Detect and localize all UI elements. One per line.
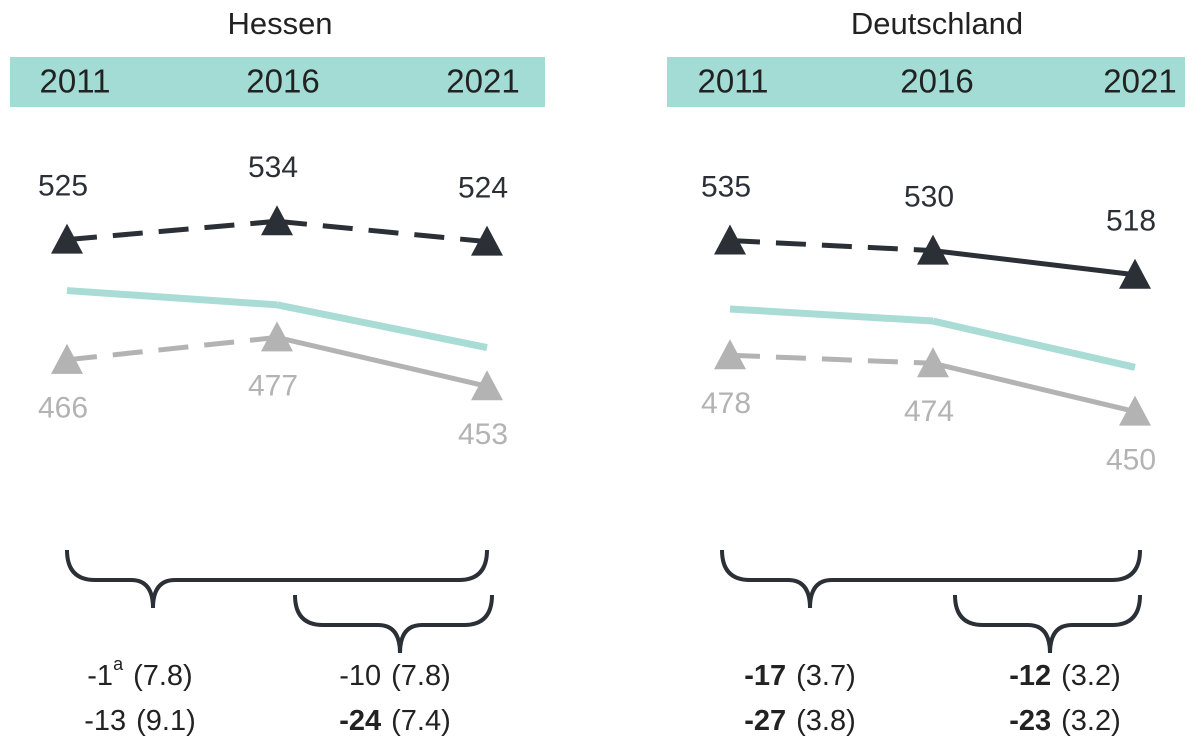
data-label: 534 — [248, 151, 298, 184]
triangle-marker — [917, 347, 949, 378]
difference-value: -1 — [87, 660, 113, 692]
triangle-marker — [261, 205, 293, 236]
brace-short — [293, 594, 494, 654]
triangle-marker — [261, 321, 293, 352]
line-segment — [932, 248, 1136, 278]
line-segment — [729, 305, 934, 325]
header-bar — [10, 57, 545, 107]
panel-title: Deutschland — [851, 6, 1023, 41]
x-tick-label: 2021 — [446, 63, 519, 100]
data-label: 474 — [904, 395, 954, 428]
line-segment — [729, 352, 934, 366]
standard-error: (3.8) — [796, 705, 856, 737]
data-label: 453 — [458, 418, 508, 451]
line-segment — [932, 360, 1136, 415]
difference-label: -10 (7.8) — [339, 660, 451, 692]
data-label: 466 — [38, 392, 88, 425]
data-label: 525 — [38, 170, 88, 203]
difference-label: -27 (3.8) — [744, 705, 856, 737]
brace-long — [65, 549, 489, 609]
standard-error: (3.7) — [796, 660, 856, 692]
triangle-marker — [51, 343, 83, 374]
line-segment — [66, 287, 278, 309]
line-segment — [276, 301, 488, 352]
difference-value: -13 — [84, 705, 126, 737]
x-tick-label: 2011 — [40, 63, 111, 100]
data-label: 477 — [248, 369, 298, 402]
x-tick-label: 2016 — [246, 63, 319, 100]
data-label: 478 — [701, 387, 751, 420]
data-label: 524 — [458, 172, 508, 205]
difference-value: -12 — [1009, 660, 1051, 692]
x-tick-label: 2021 — [1103, 63, 1176, 100]
standard-error: (7.8) — [391, 660, 451, 692]
footnote-mark: a — [113, 654, 124, 674]
x-tick-label: 2011 — [698, 63, 769, 100]
triangle-marker — [917, 234, 949, 265]
standard-error: (3.2) — [1061, 660, 1121, 692]
difference-value: -23 — [1009, 705, 1051, 737]
line-segment — [276, 218, 488, 245]
difference-label: -23 (3.2) — [1009, 705, 1121, 737]
triangle-marker — [471, 370, 503, 401]
data-label: 530 — [904, 181, 954, 214]
brace-short — [953, 594, 1142, 654]
header-bar — [667, 57, 1185, 107]
standard-error: (7.4) — [391, 705, 451, 737]
standard-error: (7.8) — [133, 660, 193, 692]
difference-value: -27 — [744, 705, 786, 737]
triangle-marker — [51, 223, 83, 254]
difference-label: -13 (9.1) — [84, 705, 196, 737]
line-segment — [66, 218, 278, 243]
difference-value: -24 — [339, 705, 381, 737]
standard-error: (9.1) — [136, 705, 196, 737]
triangle-marker — [471, 225, 503, 256]
triangle-marker — [1119, 395, 1151, 426]
data-label: 535 — [701, 170, 751, 203]
difference-label: -17 (3.7) — [744, 660, 856, 692]
panel-title: Hessen — [227, 6, 332, 41]
line-segment — [932, 317, 1136, 371]
line-segment — [66, 334, 278, 363]
data-label: 450 — [1106, 444, 1156, 477]
difference-label: -1a (7.8) — [87, 654, 192, 692]
triangle-marker — [714, 224, 746, 255]
difference-label: -12 (3.2) — [1009, 660, 1121, 692]
line-segment — [276, 334, 488, 389]
x-tick-label: 2016 — [900, 63, 973, 100]
difference-value: -17 — [744, 660, 786, 692]
data-label: 518 — [1106, 205, 1156, 238]
difference-label: -24 (7.4) — [339, 705, 451, 737]
difference-value: -10 — [339, 660, 381, 692]
brace-long — [720, 549, 1142, 609]
line-segment — [729, 238, 934, 254]
triangle-marker — [714, 339, 746, 370]
triangle-marker — [1119, 258, 1151, 289]
standard-error: (3.2) — [1061, 705, 1121, 737]
